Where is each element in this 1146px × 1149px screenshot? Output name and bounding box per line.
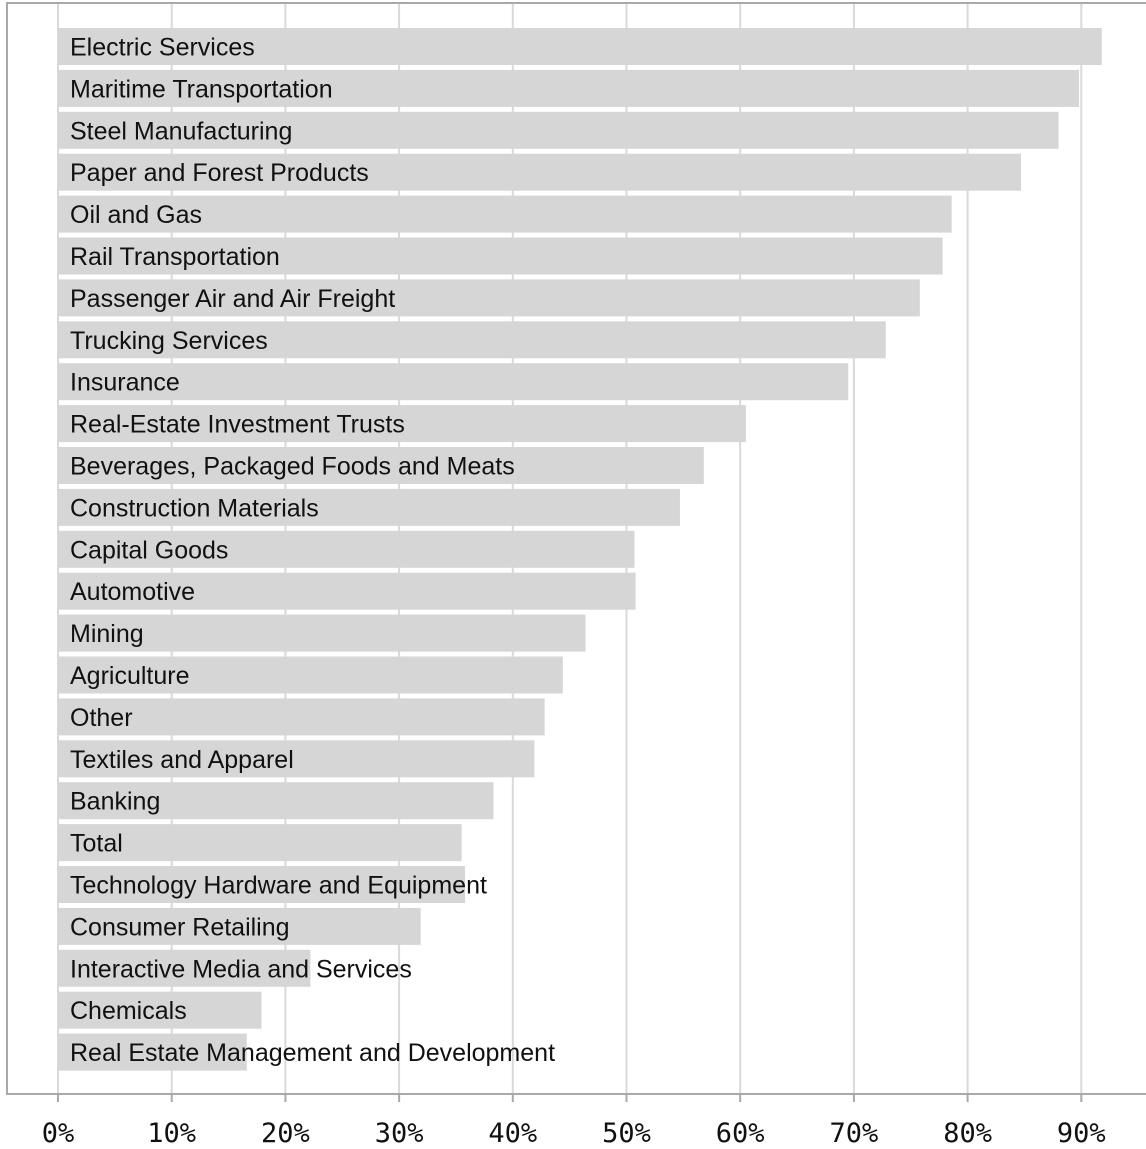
x-tick-label: 10% — [147, 1118, 196, 1149]
bar — [58, 614, 586, 652]
bar — [58, 153, 1022, 191]
bar — [58, 405, 746, 443]
bar — [58, 907, 421, 945]
category-label: Technology Hardware and Equipment — [70, 872, 487, 900]
category-label: Other — [70, 704, 133, 732]
category-label: Automotive — [70, 578, 195, 606]
x-axis-ticks: 0% 10% 20% 30% 40% 50% 60% 70% 80% 90% — [42, 1094, 1106, 1149]
category-label: Maritime Transportation — [70, 75, 333, 103]
category-label: Oil and Gas — [70, 201, 202, 229]
category-label: Electric Services — [70, 34, 255, 62]
bar — [58, 698, 545, 736]
category-label: Chemicals — [70, 997, 187, 1025]
category-label: Insurance — [70, 369, 180, 397]
category-label: Agriculture — [70, 662, 190, 690]
bar — [58, 1033, 247, 1071]
bar — [58, 866, 466, 903]
x-tick-label: 0% — [42, 1118, 75, 1149]
x-tick-label: 40% — [488, 1118, 537, 1149]
bar — [58, 447, 704, 484]
bar — [58, 28, 1102, 65]
category-label: Total — [70, 830, 123, 858]
category-label: Beverages, Packaged Foods and Meats — [70, 453, 515, 481]
category-label: Interactive Media and Services — [70, 955, 412, 983]
category-label: Rail Transportation — [70, 243, 280, 271]
bar — [58, 321, 886, 359]
bar — [58, 195, 952, 233]
category-label: Steel Manufacturing — [70, 117, 292, 145]
category-label: Real Estate Management and Development — [70, 1039, 555, 1067]
category-label: Capital Goods — [70, 536, 228, 564]
bar — [58, 488, 680, 526]
bar — [58, 782, 494, 820]
bars — [58, 28, 1102, 1071]
x-tick-label: 30% — [375, 1118, 424, 1149]
category-label: Mining — [70, 620, 144, 648]
x-tick-label: 50% — [602, 1118, 651, 1149]
bar — [58, 111, 1059, 149]
bar — [58, 572, 636, 610]
category-label: Consumer Retailing — [70, 913, 290, 941]
category-label: Real-Estate Investment Trusts — [70, 411, 405, 439]
bar-labels: Electric Services Maritime Transportation… — [70, 34, 555, 1068]
bar — [58, 991, 262, 1029]
category-label: Textiles and Apparel — [70, 746, 294, 774]
bar — [58, 824, 462, 862]
x-tick-label: 90% — [1057, 1118, 1106, 1149]
category-label: Paper and Forest Products — [70, 159, 369, 187]
x-tick-label: 60% — [716, 1118, 765, 1149]
bar — [58, 949, 311, 987]
bar — [58, 237, 943, 275]
category-label: Trucking Services — [70, 327, 268, 355]
plot-frame — [6, 2, 1146, 1095]
category-label: Construction Materials — [70, 494, 319, 522]
bar — [58, 363, 849, 401]
category-label: Banking — [70, 788, 160, 816]
x-tick-label: 80% — [943, 1118, 992, 1149]
x-tick-label: 20% — [261, 1118, 310, 1149]
x-tick-label: 70% — [830, 1118, 879, 1149]
bar — [58, 656, 563, 694]
bar — [58, 530, 635, 568]
bar — [58, 69, 1080, 107]
bar — [58, 740, 535, 778]
bar — [58, 279, 920, 317]
category-label: Passenger Air and Air Freight — [70, 285, 395, 313]
